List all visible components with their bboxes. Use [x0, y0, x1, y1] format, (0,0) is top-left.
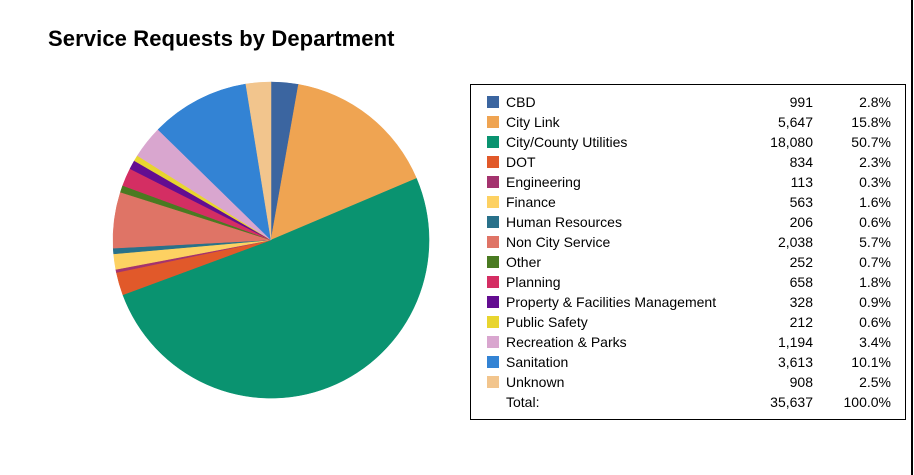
legend-label: Property & Facilities Management [506, 294, 717, 310]
legend-percent: 0.6% [859, 314, 891, 330]
legend-label: Recreation & Parks [506, 334, 627, 350]
legend-swatch [487, 256, 499, 268]
legend-swatch [487, 196, 499, 208]
legend-count: 1,194 [777, 334, 813, 350]
legend-item-sanitation: Sanitation 3,613 10.1% [471, 352, 905, 372]
pie-slice-unknown [245, 81, 272, 241]
legend-item-engineering: Engineering 113 0.3% [471, 172, 905, 192]
legend-count: 328 [789, 294, 813, 310]
legend-item-city-link: City Link 5,647 15.8% [471, 112, 905, 132]
legend-swatch [487, 156, 499, 168]
legend-total-percent: 100.0% [843, 394, 891, 410]
legend-label: Human Resources [506, 214, 622, 230]
legend-swatch [487, 176, 499, 188]
legend-item-human-resources: Human Resources 206 0.6% [471, 212, 905, 232]
legend-swatch [487, 376, 499, 388]
right-edge-rule [911, 0, 913, 475]
pie-chart [112, 81, 430, 399]
legend-count: 991 [789, 94, 813, 110]
legend-count: 834 [789, 154, 813, 170]
legend-percent: 2.8% [859, 94, 891, 110]
legend-percent: 2.3% [859, 154, 891, 170]
legend-swatch [487, 276, 499, 288]
legend-count: 113 [790, 174, 813, 190]
legend-swatch [487, 96, 499, 108]
pie-slice-city-county-utilities [122, 178, 430, 399]
legend-label: Engineering [506, 174, 581, 190]
legend-label: Other [506, 254, 542, 270]
legend-label: DOT [506, 154, 536, 170]
legend-item-other: Other 252 0.7% [471, 252, 905, 272]
legend-label: CBD [506, 94, 536, 110]
legend-swatch [487, 316, 499, 328]
legend-item-non-city-service: Non City Service 2,038 5.7% [471, 232, 905, 252]
legend-count: 3,613 [777, 354, 813, 370]
legend-count: 908 [789, 374, 813, 390]
legend-item-public-safety: Public Safety 212 0.6% [471, 312, 905, 332]
legend-label: Public Safety [506, 314, 588, 330]
legend-percent: 0.9% [859, 294, 891, 310]
legend-percent: 2.5% [859, 374, 891, 390]
legend-swatch [487, 136, 499, 148]
legend-count: 206 [789, 214, 813, 230]
legend-percent: 10.1% [851, 354, 891, 370]
legend-swatch [487, 296, 499, 308]
legend-swatch [487, 356, 499, 368]
legend-percent: 3.4% [859, 334, 891, 350]
legend-item-cbd: CBD 991 2.8% [471, 92, 905, 112]
legend-item-recreation-parks: Recreation & Parks 1,194 3.4% [471, 332, 905, 352]
chart-title: Service Requests by Department [48, 26, 395, 51]
legend-percent: 0.3% [859, 174, 891, 190]
legend-percent: 1.6% [859, 194, 891, 210]
legend-percent: 15.8% [851, 114, 891, 130]
legend-count: 658 [789, 274, 813, 290]
legend-label: City Link [506, 114, 560, 130]
legend-total-count: 35,637 [770, 394, 813, 410]
legend-item-unknown: Unknown 908 2.5% [471, 372, 905, 392]
legend-item-property-facilities-management: Property & Facilities Management 328 0.9% [471, 292, 905, 312]
legend-count: 5,647 [777, 114, 813, 130]
legend-count: 252 [789, 254, 813, 270]
legend-label: Unknown [506, 374, 565, 390]
legend-label: City/County Utilities [506, 134, 628, 150]
legend-swatch [487, 216, 499, 228]
legend-swatch [487, 336, 499, 348]
legend-item-planning: Planning 658 1.8% [471, 272, 905, 292]
pie-slice-sanitation [157, 83, 272, 241]
legend-count: 212 [789, 314, 813, 330]
legend-count: 2,038 [777, 234, 813, 250]
legend-count: 563 [789, 194, 813, 210]
legend-total-row: Total: 35,637 100.0% [471, 392, 905, 412]
legend-swatch [487, 236, 499, 248]
legend-label: Planning [506, 274, 561, 290]
legend-item-dot: DOT 834 2.3% [471, 152, 905, 172]
legend-percent: 0.7% [859, 254, 891, 270]
legend-percent: 1.8% [859, 274, 891, 290]
legend-percent: 5.7% [859, 234, 891, 250]
legend-percent: 50.7% [851, 134, 891, 150]
legend-item-city-county-utilities: City/County Utilities 18,080 50.7% [471, 132, 905, 152]
legend-count: 18,080 [770, 134, 813, 150]
legend-swatch [487, 116, 499, 128]
legend-label: Sanitation [506, 354, 569, 370]
legend: CBD 991 2.8% City Link 5,647 15.8% City/County… [470, 84, 906, 420]
legend-percent: 0.6% [859, 214, 891, 230]
legend-total-label: Total: [506, 394, 540, 410]
legend-label: Non City Service [506, 234, 611, 250]
legend-item-finance: Finance 563 1.6% [471, 192, 905, 212]
pie-slice-city-link [270, 84, 417, 241]
legend-label: Finance [506, 194, 556, 210]
